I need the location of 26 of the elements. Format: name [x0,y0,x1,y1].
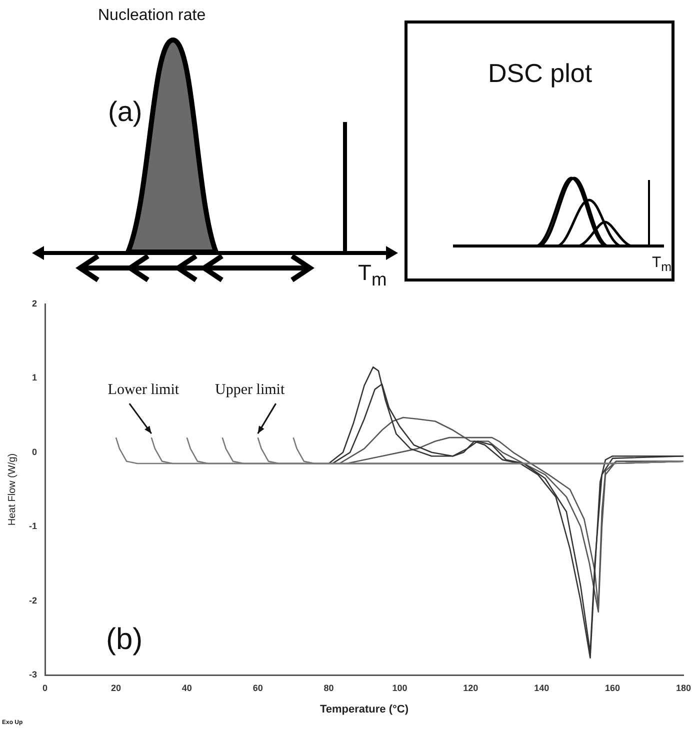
text: Nucleation rate [98,7,206,24]
y-axis-title: Heat Flow (W/g) [6,453,18,526]
x-tick-label: 180 [676,682,692,693]
y-tick-label: 1 [32,372,37,383]
text: DSC plot [488,58,592,88]
text: (a) [108,96,142,127]
x-tick-label: 80 [324,682,334,693]
y-tick-label: -3 [28,669,37,680]
annotation: Lower limit [108,382,180,398]
y-tick-label: 0 [32,446,37,457]
x-axis-title: Temperature (°C) [320,703,409,716]
x-tick-label: 60 [252,682,263,693]
y-tick-label: -2 [28,595,37,606]
x-tick-label: 0 [42,682,48,693]
x-tick-label: 120 [463,682,478,693]
y-tick-label: -1 [28,521,37,532]
annotation: Upper limit [215,382,286,398]
x-tick-label: 20 [110,682,121,693]
y-tick-label: 2 [32,298,37,308]
text: T$_{m}$ [358,260,387,290]
x-tick-label: 140 [534,682,550,693]
x-tick-label: 100 [392,682,408,693]
x-tick-label: 160 [605,682,620,693]
annotation: (b) [106,623,143,656]
x-tick-label: 40 [182,682,192,693]
text: T$_{m}$ [652,254,672,274]
